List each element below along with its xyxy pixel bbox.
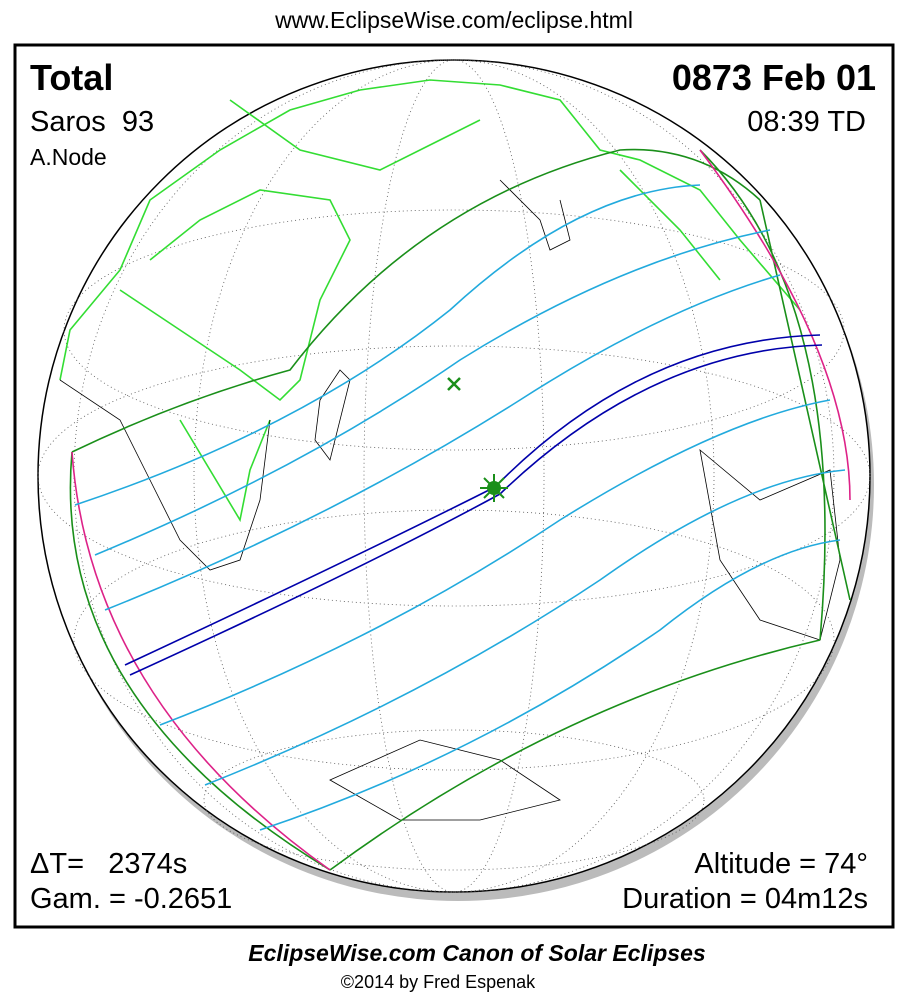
url: www.EclipseWise.com/eclipse.html bbox=[274, 7, 633, 33]
penumbra-north-limit bbox=[71, 148, 761, 453]
subsolar-point bbox=[447, 377, 461, 391]
copyright: ©2014 by Fred Espenak bbox=[341, 972, 536, 992]
eclipse-type: Total bbox=[30, 57, 113, 98]
footer-title: EclipseWise.com Canon of Solar Eclipses bbox=[248, 940, 705, 966]
meridian bbox=[363, 59, 545, 893]
delta-t: ΔT= 2374s bbox=[30, 848, 187, 880]
coastline bbox=[59, 179, 841, 821]
gamma: Gam. = -0.2651 bbox=[30, 883, 232, 915]
umbra-time-lines bbox=[74, 184, 846, 831]
saros: Saros 93 bbox=[30, 106, 154, 138]
penumbra-south-limit bbox=[329, 639, 821, 871]
parallel bbox=[203, 729, 705, 871]
altitude: Altitude = 74° bbox=[694, 848, 868, 880]
parallel bbox=[37, 345, 871, 607]
parallel bbox=[73, 509, 835, 771]
meridian bbox=[193, 59, 715, 893]
date: 0873 Feb 01 bbox=[672, 57, 876, 98]
borders bbox=[59, 79, 801, 523]
node: A.Node bbox=[30, 144, 107, 170]
limb-limits bbox=[69, 149, 851, 871]
globe-disc bbox=[37, 59, 871, 893]
time: 08:39 TD bbox=[747, 106, 866, 138]
rise-set-curves bbox=[71, 149, 851, 871]
parallel bbox=[63, 209, 845, 451]
meridian bbox=[73, 59, 835, 893]
duration: Duration = 04m12s bbox=[622, 883, 868, 915]
greatest-eclipse-star bbox=[480, 474, 508, 502]
globe bbox=[37, 59, 874, 901]
